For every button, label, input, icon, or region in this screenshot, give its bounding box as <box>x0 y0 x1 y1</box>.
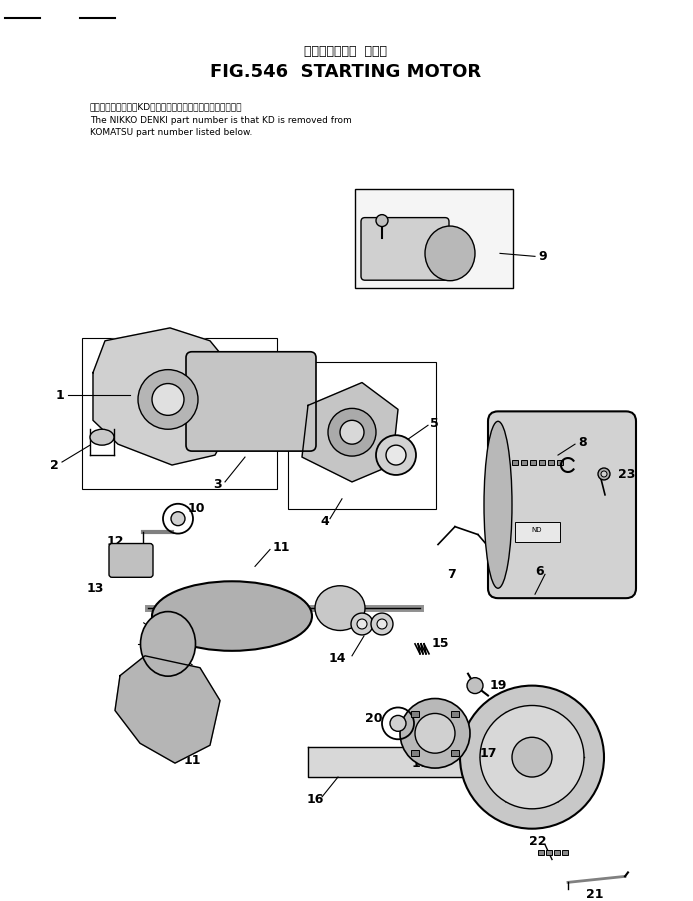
Text: 8: 8 <box>578 436 587 449</box>
Circle shape <box>598 468 610 480</box>
Bar <box>562 850 568 854</box>
Bar <box>548 460 554 465</box>
Text: 14: 14 <box>328 652 346 665</box>
Text: 12: 12 <box>106 535 124 548</box>
Circle shape <box>138 369 198 429</box>
Text: 品物のメーカー記号KDを除いたものが日産電機の品番です。: 品物のメーカー記号KDを除いたものが日産電機の品番です。 <box>90 103 243 112</box>
Text: 11: 11 <box>273 541 290 554</box>
Circle shape <box>480 705 584 809</box>
Circle shape <box>467 678 483 694</box>
Bar <box>539 460 545 465</box>
Circle shape <box>460 686 604 829</box>
Circle shape <box>376 435 416 475</box>
Polygon shape <box>308 747 502 777</box>
Circle shape <box>371 613 393 635</box>
Bar <box>451 711 459 716</box>
Text: 11: 11 <box>183 753 201 767</box>
Circle shape <box>377 619 387 629</box>
Bar <box>515 522 560 542</box>
Text: 7: 7 <box>448 568 457 581</box>
Bar <box>554 850 560 854</box>
Bar <box>512 460 518 465</box>
Text: 9: 9 <box>538 250 547 263</box>
Text: 22: 22 <box>529 835 547 848</box>
Bar <box>538 850 544 854</box>
Circle shape <box>415 714 455 753</box>
Text: 1: 1 <box>55 389 64 402</box>
Ellipse shape <box>141 612 195 676</box>
Ellipse shape <box>484 422 512 588</box>
Circle shape <box>351 613 373 635</box>
Text: KOMATSU part number listed below.: KOMATSU part number listed below. <box>90 128 252 137</box>
Text: 19: 19 <box>490 679 507 692</box>
Text: 4: 4 <box>321 515 329 528</box>
Ellipse shape <box>90 429 114 445</box>
Text: スターティング  モータ: スターティング モータ <box>304 45 387 59</box>
Circle shape <box>171 512 185 525</box>
FancyBboxPatch shape <box>186 351 316 451</box>
Circle shape <box>386 445 406 465</box>
Text: 23: 23 <box>618 469 635 481</box>
Circle shape <box>400 698 470 768</box>
Text: FIG.546  STARTING MOTOR: FIG.546 STARTING MOTOR <box>211 62 482 80</box>
Ellipse shape <box>315 586 365 631</box>
Text: 17: 17 <box>480 747 497 760</box>
FancyBboxPatch shape <box>361 218 449 280</box>
Circle shape <box>340 420 364 444</box>
Text: ND: ND <box>532 526 542 532</box>
Bar <box>557 460 563 465</box>
Bar <box>411 750 419 756</box>
Bar <box>355 189 513 288</box>
Circle shape <box>328 408 376 456</box>
Bar <box>288 361 436 509</box>
Polygon shape <box>93 328 238 465</box>
Bar <box>546 850 552 854</box>
Text: 18: 18 <box>412 757 429 769</box>
Ellipse shape <box>425 226 475 281</box>
Bar <box>411 711 419 716</box>
Text: 13: 13 <box>87 582 104 595</box>
Text: 10: 10 <box>188 502 206 515</box>
FancyBboxPatch shape <box>488 412 636 598</box>
Text: 15: 15 <box>432 637 450 651</box>
Text: The NIKKO DENKI part number is that KD is removed from: The NIKKO DENKI part number is that KD i… <box>90 115 352 124</box>
Bar <box>521 460 527 465</box>
Bar <box>530 460 536 465</box>
Ellipse shape <box>152 581 312 651</box>
Text: 3: 3 <box>213 478 222 491</box>
Text: 20: 20 <box>365 712 382 725</box>
Polygon shape <box>115 656 220 763</box>
Circle shape <box>601 471 607 477</box>
Text: 2: 2 <box>50 459 58 471</box>
Text: 21: 21 <box>586 887 604 901</box>
Bar <box>451 750 459 756</box>
Text: 6: 6 <box>536 565 544 578</box>
Bar <box>82 338 277 489</box>
FancyBboxPatch shape <box>109 543 153 578</box>
Circle shape <box>512 737 552 777</box>
Circle shape <box>390 715 406 732</box>
Circle shape <box>376 214 388 226</box>
Text: 5: 5 <box>430 417 439 430</box>
Circle shape <box>152 384 184 415</box>
Circle shape <box>357 619 367 629</box>
Text: 16: 16 <box>306 794 324 806</box>
Polygon shape <box>302 383 398 482</box>
